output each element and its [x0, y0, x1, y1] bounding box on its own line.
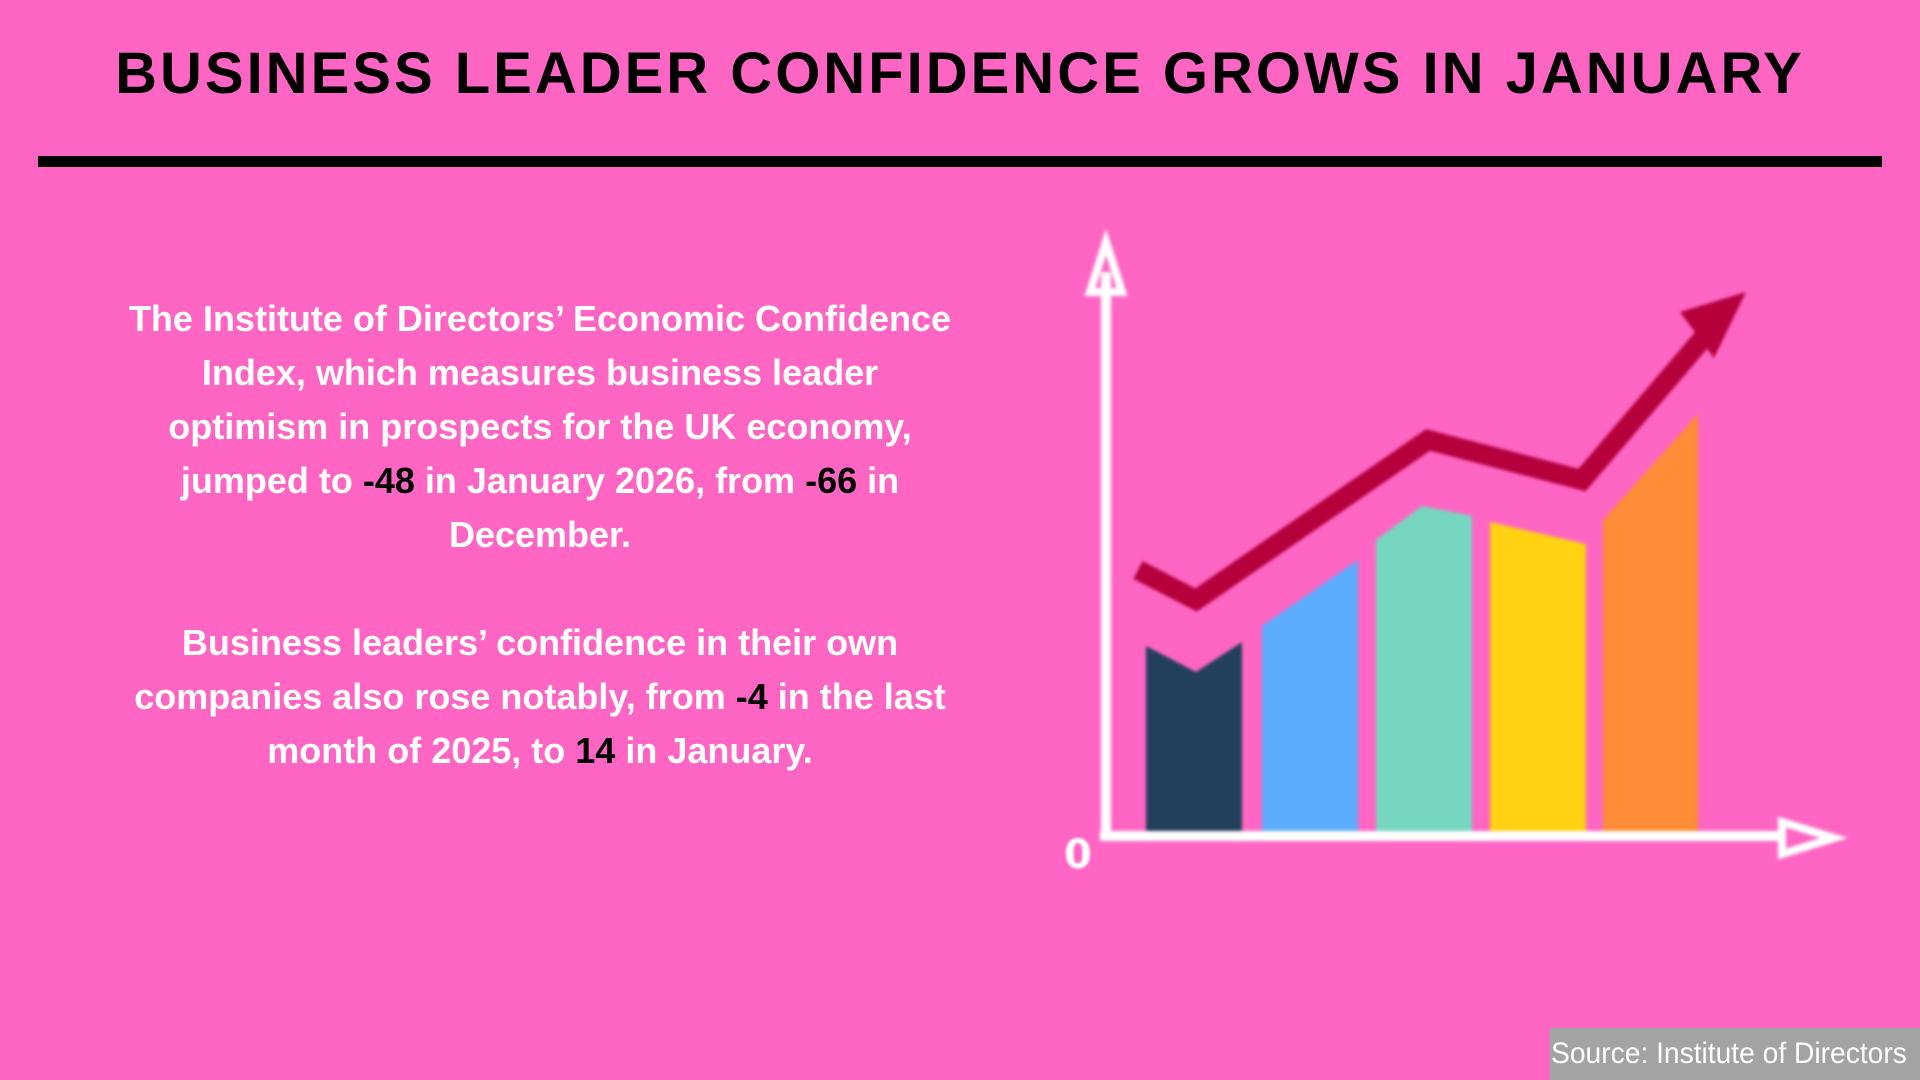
trend-line — [1133, 323, 1718, 612]
axis-zero-label: 0 — [1064, 832, 1092, 878]
paragraph-text: in January. — [615, 730, 813, 771]
source-credit: Source: Institute of Directors — [1549, 1028, 1920, 1080]
bar-1 — [1146, 642, 1242, 832]
x-axis-arrow-icon — [1778, 816, 1848, 860]
highlight-value: 14 — [575, 730, 616, 771]
growth-chart-illustration — [1084, 228, 1848, 860]
paragraph-text: Business leaders’ confidence in their ow… — [134, 622, 899, 717]
description-text: The Institute of Directors’ Economic Con… — [120, 292, 960, 778]
y-axis-arrow-icon — [1084, 228, 1128, 296]
bar-2 — [1262, 560, 1358, 832]
highlight-value: -48 — [362, 460, 415, 501]
highlight-value: -66 — [805, 460, 858, 501]
paragraph-economic-confidence: The Institute of Directors’ Economic Con… — [120, 292, 960, 562]
paragraph-company-confidence: Business leaders’ confidence in their ow… — [120, 616, 960, 778]
bar-3 — [1376, 506, 1472, 832]
bar-5 — [1603, 414, 1698, 832]
trend-arrowhead-icon — [1680, 292, 1746, 358]
title-divider — [38, 156, 1882, 167]
highlight-value: -4 — [735, 676, 768, 717]
paragraph-text: in January 2026, from — [414, 460, 806, 501]
paragraph-text: in December. — [448, 460, 900, 555]
paragraph-text: in the last month of 2025, to — [267, 676, 946, 771]
paragraph-text: The Institute of Directors’ Economic Con… — [128, 298, 952, 501]
page-title: BUSINESS LEADER CONFIDENCE GROWS IN JANU… — [115, 41, 1805, 106]
bar-4 — [1490, 522, 1586, 832]
